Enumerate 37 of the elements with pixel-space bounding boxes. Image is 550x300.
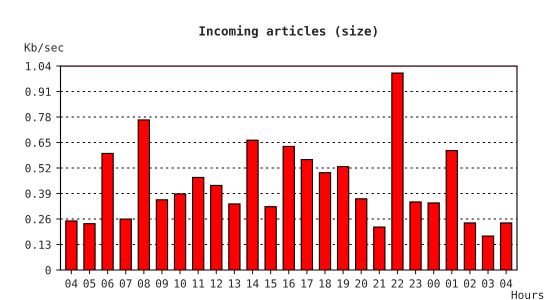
y-tick-label: 0.13 <box>25 240 51 249</box>
x-tick-label: 16 <box>283 279 295 288</box>
y-tick-label: 0.78 <box>25 113 51 122</box>
x-tick-label: 20 <box>355 279 368 288</box>
y-tick-label: 0.26 <box>25 215 51 224</box>
x-tick-label: 14 <box>247 279 259 288</box>
x-tick-label: 04 <box>65 279 78 288</box>
y-tick-label: 0 <box>46 266 51 274</box>
x-tick-label: 05 <box>84 279 96 288</box>
chart-title: Incoming articles (size) <box>199 25 377 38</box>
x-tick-label: 12 <box>210 279 222 288</box>
x-tick-label: 19 <box>338 279 350 288</box>
x-tick-label: 10 <box>174 279 186 288</box>
y-tick-label: 0.91 <box>25 88 51 96</box>
y-tick-label: 0.52 <box>25 164 51 172</box>
x-tick-label: 01 <box>446 279 458 288</box>
x-tick-label: 07 <box>120 279 132 288</box>
x-tick-label: 22 <box>392 279 404 288</box>
x-tick-label: 17 <box>302 279 313 288</box>
x-tick-label: 18 <box>320 279 331 288</box>
x-axis-title: Hours <box>512 290 544 300</box>
x-tick-label: 15 <box>265 279 276 288</box>
x-tick-label: 04 <box>500 279 512 288</box>
y-tick-label: 0.65 <box>25 138 51 147</box>
x-tick-label: 06 <box>102 279 114 288</box>
x-tick-label: 08 <box>138 279 150 288</box>
x-tick-label: 00 <box>428 279 440 288</box>
x-tick-label: 03 <box>482 279 494 288</box>
y-axis-title: Kb/sec <box>24 43 64 52</box>
x-tick-label: 11 <box>192 279 204 288</box>
x-tick-label: 21 <box>373 279 386 288</box>
y-tick-label: 0.39 <box>25 190 51 198</box>
x-tick-label: 23 <box>410 279 422 288</box>
x-tick-label: 13 <box>229 279 240 288</box>
x-tick-label: 09 <box>156 279 168 288</box>
x-tick-label: 02 <box>464 279 476 288</box>
y-tick-label: 1.04 <box>26 62 51 70</box>
